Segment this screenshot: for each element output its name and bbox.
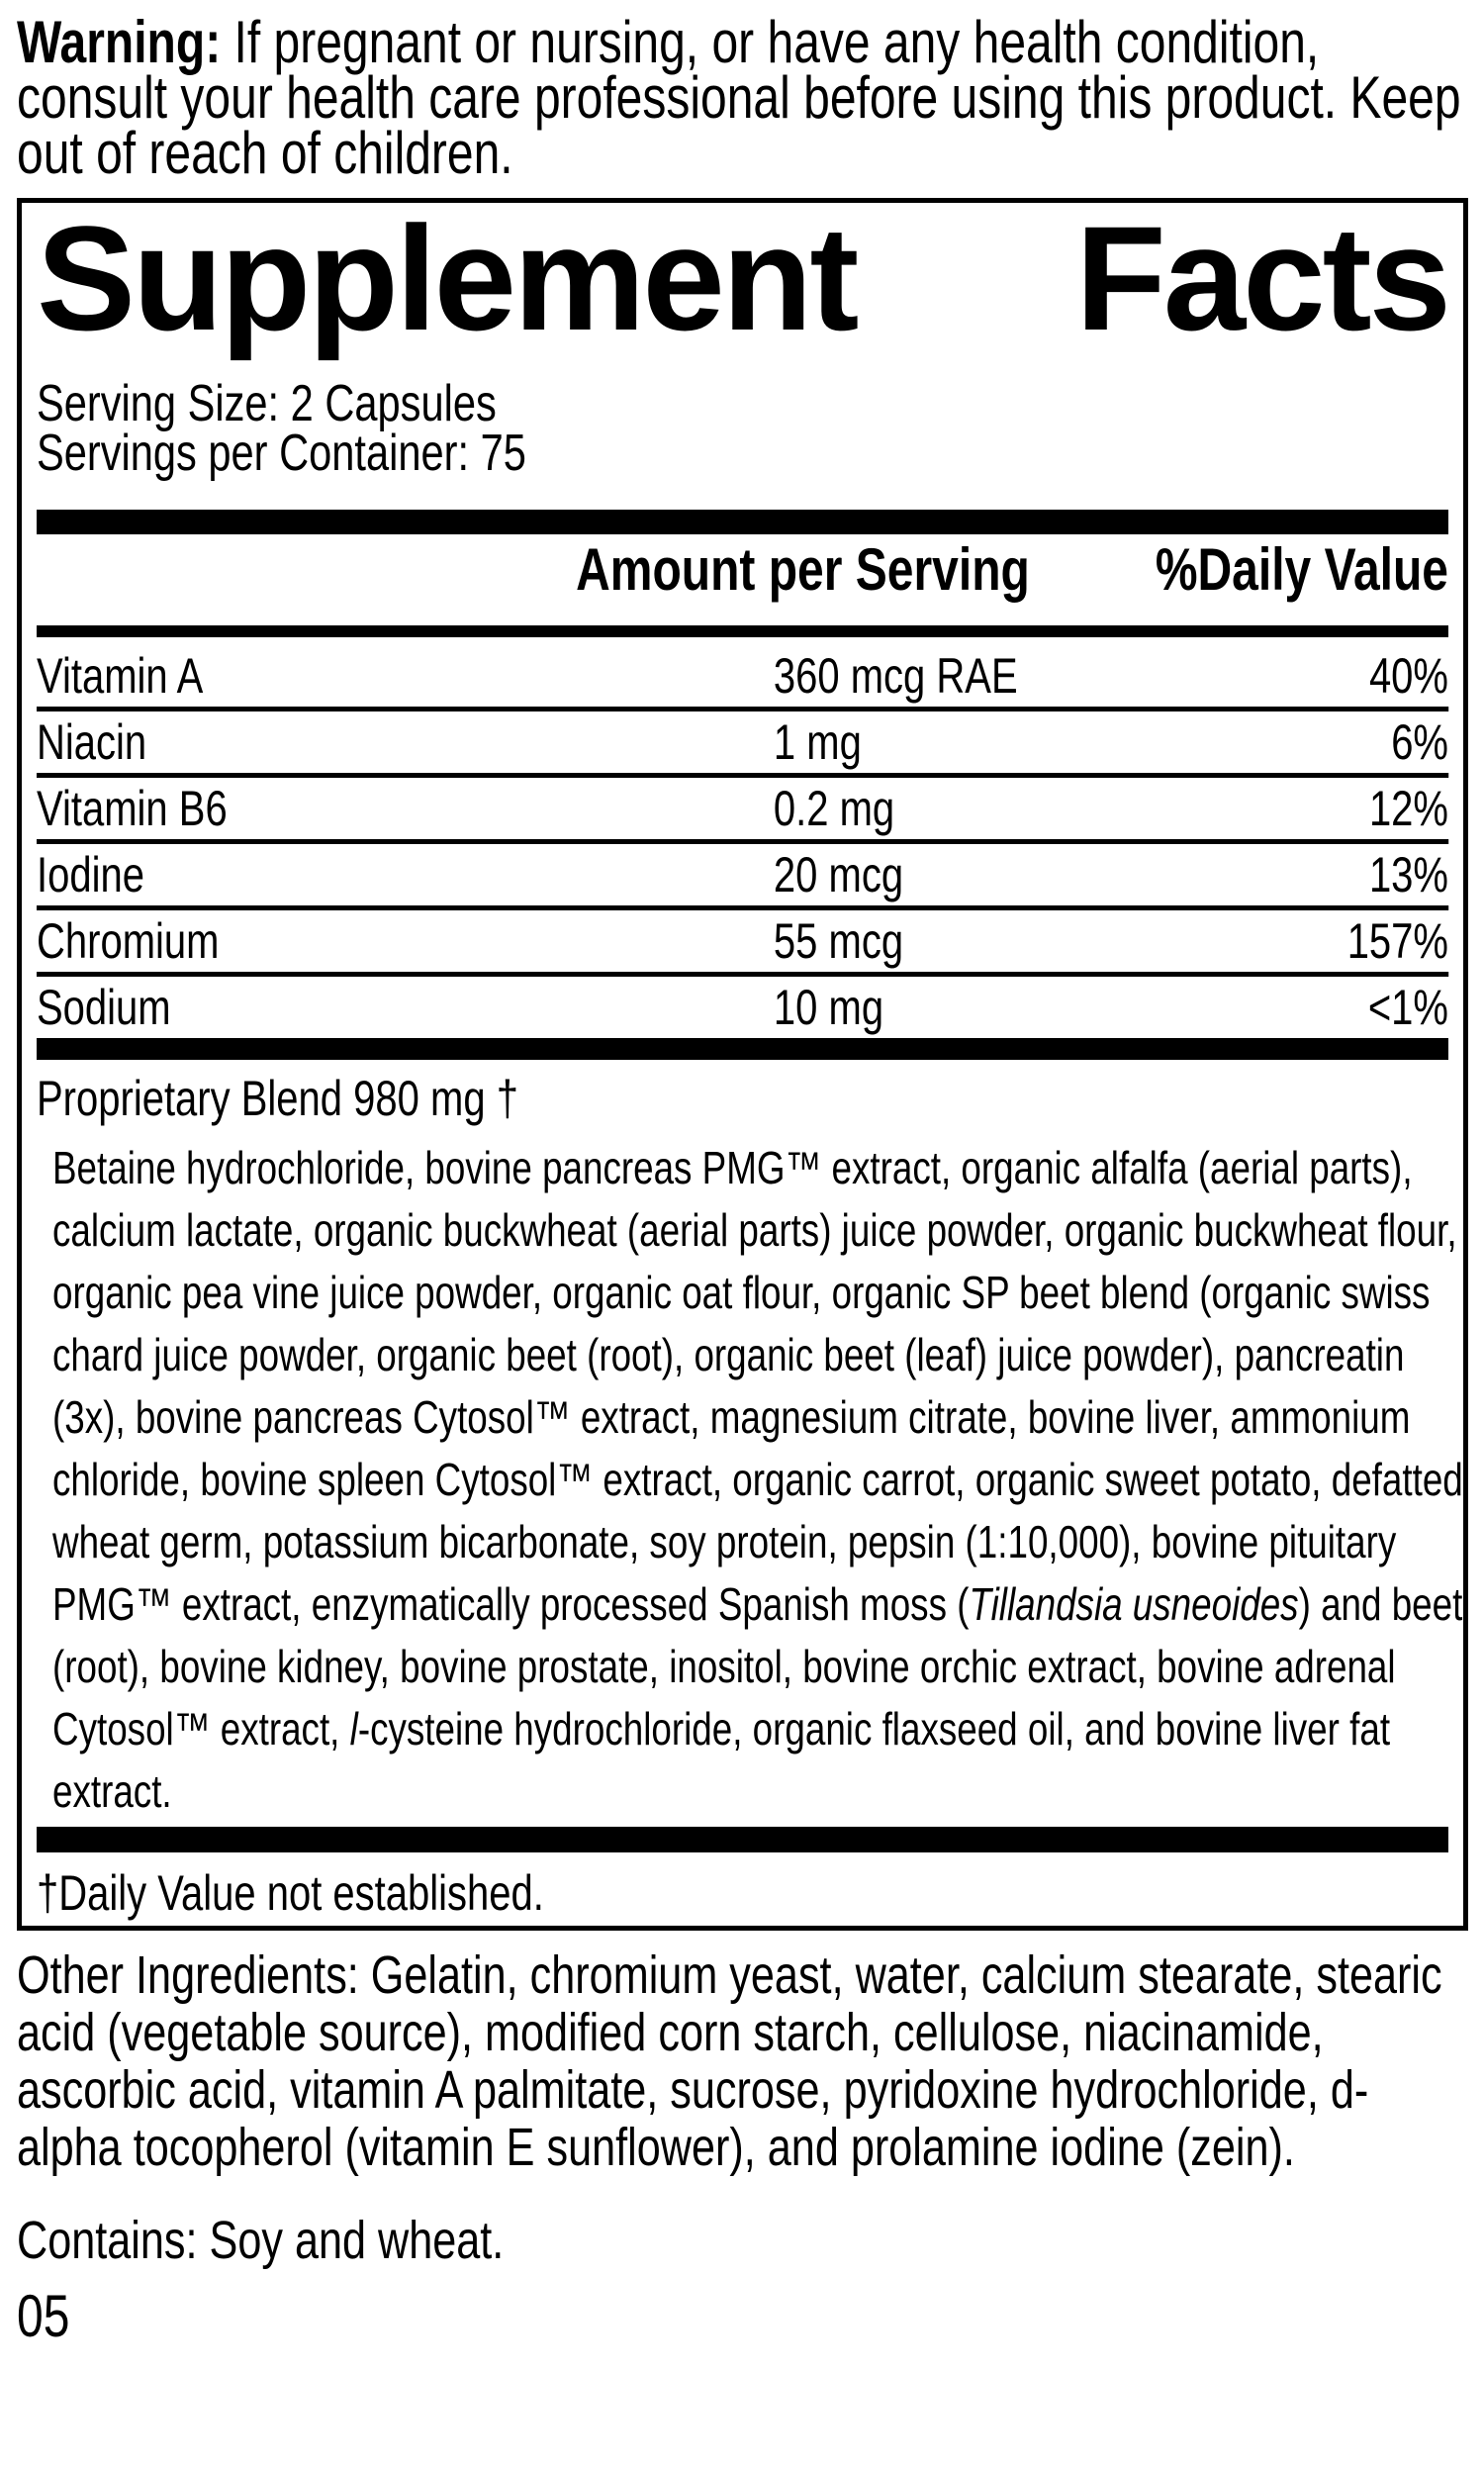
nutrient-name: Chromium	[37, 913, 220, 969]
divider-bar-top	[37, 510, 1448, 534]
daily-value-footnote: †Daily Value not established.	[37, 1865, 544, 1921]
nutrient-daily-value: 6%	[1391, 714, 1448, 770]
panel-title-word-right: Facts	[1075, 195, 1451, 361]
nutrient-amount: 20 mcg	[773, 847, 904, 902]
warning-label: Warning:	[17, 9, 222, 75]
nutrient-row: Niacin 1 mg 6%	[37, 707, 1448, 773]
nutrient-amount: 10 mg	[773, 980, 884, 1035]
supplement-facts-panel: Supplement Facts Serving Size: 2 Capsule…	[17, 198, 1468, 1931]
proprietary-blend-row: Proprietary Blend 980 mg †	[37, 1060, 1448, 1137]
proprietary-blend-name: Proprietary Blend	[37, 1071, 343, 1126]
panel-title: Supplement Facts	[37, 195, 1451, 361]
nutrient-daily-value: 157%	[1346, 913, 1448, 969]
nutrient-daily-value: 13%	[1368, 847, 1448, 902]
nutrient-daily-value: 12%	[1368, 781, 1448, 836]
blend-ingredients-text: Betaine hydrochloride, bovine pancreas P…	[52, 1142, 1463, 1817]
proprietary-blend-amount: 980 mg	[353, 1071, 486, 1126]
nutrient-daily-value: 40%	[1368, 648, 1448, 704]
column-header-daily-value: %Daily Value	[1155, 536, 1448, 603]
nutrient-row: Sodium 10 mg <1%	[37, 972, 1448, 1038]
proprietary-blend-daily-value: †	[496, 1071, 518, 1126]
serving-info: Serving Size: 2 Capsules Servings per Co…	[37, 375, 1448, 482]
nutrient-name: Iodine	[37, 847, 144, 902]
contains-statement: Contains: Soy and wheat.	[17, 2211, 505, 2270]
servings-per-container: Servings per Container: 75	[37, 425, 526, 482]
serving-size: Serving Size: 2 Capsules	[37, 375, 497, 432]
nutrient-row: Vitamin A 360 mcg RAE 40%	[37, 637, 1448, 707]
column-header-amount: Amount per Serving	[576, 536, 1030, 603]
nutrient-amount: 55 mcg	[773, 913, 904, 969]
nutrient-name: Vitamin A	[37, 648, 204, 704]
warning-text: Warning: If pregnant or nursing, or have…	[17, 13, 1468, 183]
divider-bar-above-footnote	[37, 1827, 1448, 1852]
label-page: Warning: If pregnant or nursing, or have…	[17, 13, 1468, 2345]
nutrient-rows: Vitamin A 360 mcg RAE 40% Niacin 1 mg 6%…	[37, 637, 1448, 1038]
column-header-row: Amount per Serving %Daily Value	[37, 536, 1448, 603]
nutrient-amount: 1 mg	[773, 714, 862, 770]
nutrient-row: Chromium 55 mcg 157%	[37, 905, 1448, 972]
other-ingredients-text: Other Ingredients: Gelatin, chromium yea…	[17, 1945, 1442, 2177]
nutrient-name: Vitamin B6	[37, 781, 228, 836]
nutrient-daily-value: <1%	[1367, 980, 1448, 1035]
warning-body: If pregnant or nursing, or have any heal…	[17, 9, 1461, 186]
nutrient-row: Vitamin B6 0.2 mg 12%	[37, 773, 1448, 839]
nutrient-name: Niacin	[37, 714, 147, 770]
nutrient-row: Iodine 20 mcg 13%	[37, 839, 1448, 905]
panel-title-word-left: Supplement	[37, 195, 859, 361]
divider-bar-under-header	[37, 625, 1448, 637]
divider-bar-above-blend	[37, 1038, 1448, 1060]
page-number: 05	[17, 2283, 70, 2345]
nutrient-amount: 0.2 mg	[773, 781, 895, 836]
nutrient-name: Sodium	[37, 980, 171, 1035]
nutrient-amount: 360 mcg RAE	[773, 648, 1018, 704]
